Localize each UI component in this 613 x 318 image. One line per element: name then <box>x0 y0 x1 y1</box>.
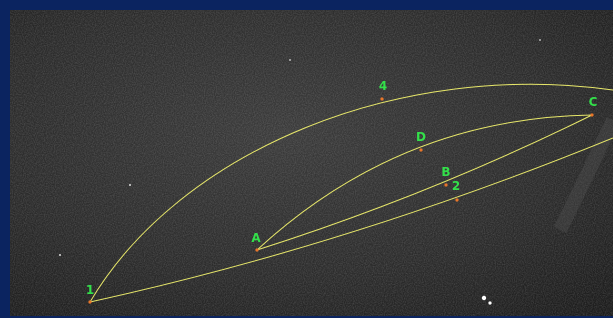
page: {"points": ["1", "2", "4", "A", "B", "C"… <box>0 0 613 318</box>
marker <box>444 183 447 186</box>
screenshot: 1 2 4 A B C D <box>0 0 613 318</box>
star <box>539 39 541 41</box>
point-label: A <box>251 231 261 245</box>
marker <box>380 97 383 100</box>
point-label: 1 <box>86 283 94 297</box>
point-label: D <box>416 130 426 144</box>
marker <box>590 113 593 116</box>
marker <box>255 248 258 251</box>
star <box>59 254 61 256</box>
marker <box>88 300 91 303</box>
noise <box>10 10 613 316</box>
star <box>289 59 291 61</box>
star <box>488 301 491 304</box>
point-label: C <box>589 95 598 109</box>
marker <box>419 148 422 151</box>
star <box>482 296 486 300</box>
point-label: B <box>441 165 450 179</box>
marker <box>455 198 458 201</box>
point-label: 4 <box>379 79 387 93</box>
point-label: 2 <box>452 179 460 193</box>
image: 1 2 4 A B C D <box>10 10 613 316</box>
star <box>129 184 131 186</box>
